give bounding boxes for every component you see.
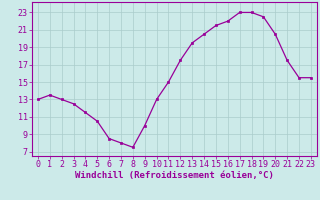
X-axis label: Windchill (Refroidissement éolien,°C): Windchill (Refroidissement éolien,°C) — [75, 171, 274, 180]
